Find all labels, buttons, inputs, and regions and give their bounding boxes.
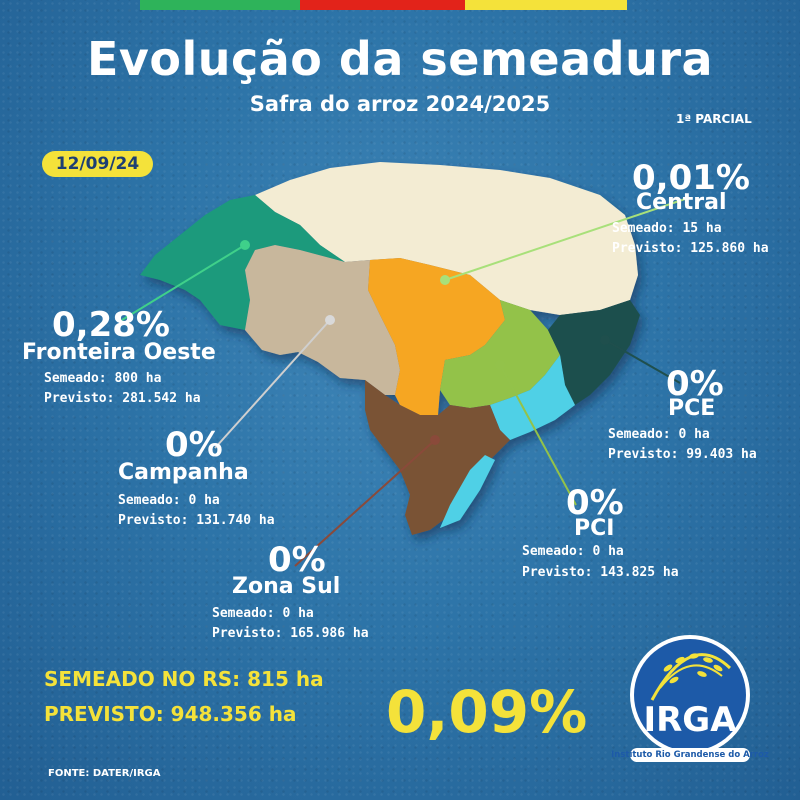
- pce-pct: 0%: [666, 364, 724, 404]
- region-central-shape: [255, 162, 638, 315]
- campanha-semeado: Semeado: 0 ha: [118, 493, 220, 508]
- logo-subtext: Instituto Rio Grandense do Arroz: [611, 750, 769, 760]
- leader-line-pce: [604, 339, 681, 384]
- zona-sul-semeado: Semeado: 0 ha: [212, 606, 314, 621]
- page-title: Evolução da semeadura: [86, 32, 714, 86]
- pce-name: PCE: [668, 396, 716, 421]
- flag-bar-green: [140, 0, 300, 10]
- region-pce-shape: [548, 300, 640, 405]
- fronteira-oeste-semeado: Semeado: 800 ha: [44, 371, 162, 386]
- leader-line-fronteira-oeste: [121, 244, 246, 321]
- campanha-previsto: Previsto: 131.740 ha: [118, 513, 275, 528]
- dot-pce: [600, 335, 610, 345]
- leader-lines: [121, 197, 689, 567]
- pci-pct: 0%: [566, 483, 624, 523]
- pci-previsto: Previsto: 143.825 ha: [522, 565, 679, 580]
- region-fronteira-oeste-shape: [140, 195, 345, 330]
- dot-central: [440, 275, 450, 285]
- lagoa-shape: [440, 455, 495, 528]
- dot-fronteira-oeste: [240, 240, 250, 250]
- zona-sul-pct: 0%: [268, 540, 326, 580]
- region-coastal-shape: [490, 355, 575, 440]
- flag-bar-yellow: [465, 0, 627, 10]
- total-semeado: SEMEADO NO RS: 815 ha: [44, 667, 324, 691]
- central-name: Central: [636, 190, 727, 215]
- parcial-label: 1ª PARCIAL: [676, 112, 752, 126]
- leader-line-pci: [499, 364, 577, 506]
- total-previsto: PREVISTO: 948.356 ha: [44, 702, 297, 726]
- pce-semeado: Semeado: 0 ha: [608, 427, 710, 442]
- pce-previsto: Previsto: 99.403 ha: [608, 447, 757, 462]
- total-pct: 0,09%: [386, 678, 588, 746]
- fronteira-oeste-previsto: Previsto: 281.542 ha: [44, 391, 201, 406]
- source-label: FONTE: DATER/IRGA: [48, 768, 161, 779]
- region-orange-shape: [368, 258, 505, 415]
- leader-line-campanha: [214, 319, 331, 449]
- logo-text: IRGA: [643, 700, 737, 740]
- pci-name: PCI: [574, 516, 615, 541]
- page-subtitle: Safra do arroz 2024/2025: [249, 92, 551, 116]
- zona-sul-name: Zona Sul: [232, 574, 341, 599]
- flag-bar-red: [300, 0, 465, 10]
- date-badge: 12/09/24: [42, 151, 153, 177]
- zona-sul-previsto: Previsto: 165.986 ha: [212, 626, 369, 641]
- central-pct: 0,01%: [632, 158, 750, 198]
- fronteira-oeste-pct: 0,28%: [52, 305, 170, 345]
- region-campanha-shape: [245, 245, 400, 395]
- dot-campanha: [325, 315, 335, 325]
- pci-semeado: Semeado: 0 ha: [522, 544, 624, 559]
- leader-line-central: [444, 197, 689, 281]
- campanha-name: Campanha: [118, 460, 249, 485]
- central-previsto: Previsto: 125.860 ha: [612, 241, 769, 256]
- region-zona-sul-shape: [365, 380, 510, 535]
- dot-pci: [495, 360, 505, 370]
- region-pci-shape: [440, 300, 560, 408]
- leader-line-zona-sul: [294, 439, 436, 567]
- fronteira-oeste-name: Fronteira Oeste: [22, 340, 216, 365]
- leader-dots: [240, 240, 610, 445]
- central-semeado: Semeado: 15 ha: [612, 221, 722, 236]
- campanha-pct: 0%: [165, 425, 223, 465]
- dot-zona-sul: [430, 435, 440, 445]
- irga-logo: [630, 635, 750, 762]
